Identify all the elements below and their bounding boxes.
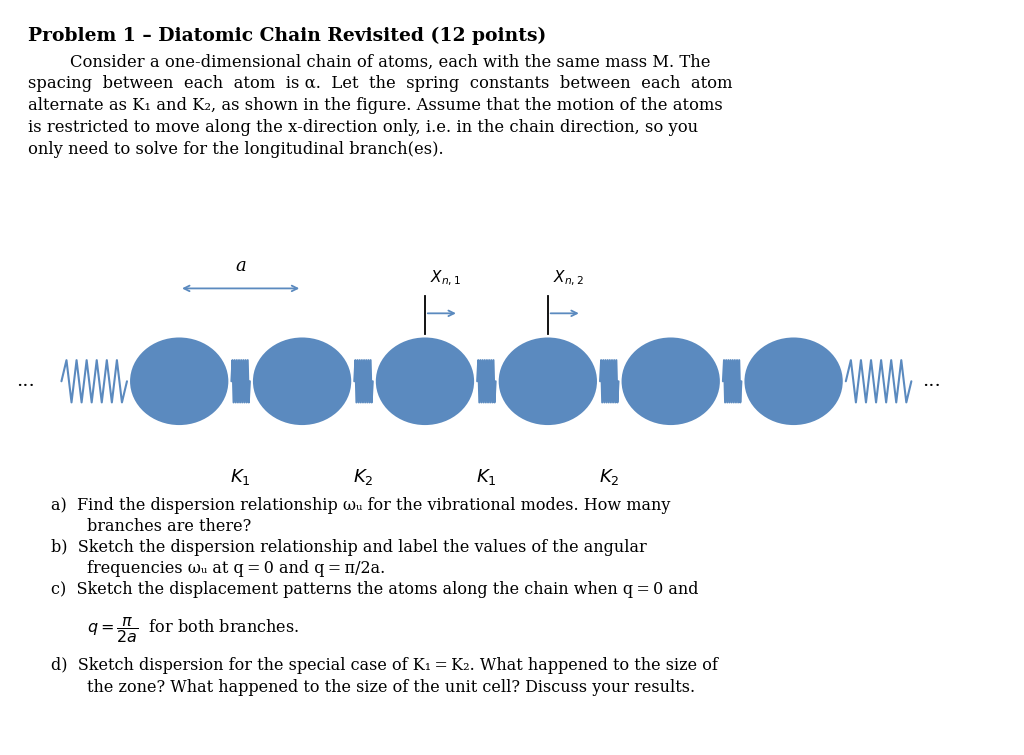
Text: ...: ... — [923, 372, 941, 390]
Text: frequencies ωᵤ at q = 0 and q = π/2a.: frequencies ωᵤ at q = 0 and q = π/2a. — [87, 560, 385, 578]
Text: c)  Sketch the displacement patterns the atoms along the chain when q = 0 and: c) Sketch the displacement patterns the … — [51, 581, 698, 599]
Text: alternate as K₁ and K₂, as shown in the figure. Assume that the motion of the at: alternate as K₁ and K₂, as shown in the … — [28, 97, 722, 115]
Text: a)  Find the dispersion relationship ωᵤ for the vibrational modes. How many: a) Find the dispersion relationship ωᵤ f… — [51, 497, 671, 514]
Text: ...: ... — [16, 372, 35, 390]
Text: $K_2$: $K_2$ — [599, 467, 620, 486]
Text: $X_{n,2}$: $X_{n,2}$ — [553, 269, 584, 288]
Text: $q = \dfrac{\pi}{2a}$  for both branches.: $q = \dfrac{\pi}{2a}$ for both branches. — [87, 615, 299, 646]
Text: Consider a one-dimensional chain of atoms, each with the same mass M. The: Consider a one-dimensional chain of atom… — [28, 54, 711, 71]
Text: only need to solve for the longitudinal branch(es).: only need to solve for the longitudinal … — [28, 141, 443, 159]
Ellipse shape — [376, 337, 474, 425]
Text: d)  Sketch dispersion for the special case of K₁ = K₂. What happened to the size: d) Sketch dispersion for the special cas… — [51, 657, 718, 674]
Ellipse shape — [744, 337, 843, 425]
Text: is restricted to move along the x-direction only, i.e. in the chain direction, s: is restricted to move along the x-direct… — [28, 119, 697, 137]
Text: spacing  between  each  atom  is α.  Let  the  spring  constants  between  each : spacing between each atom is α. Let the … — [28, 76, 732, 93]
Text: a: a — [236, 257, 246, 275]
Ellipse shape — [253, 337, 351, 425]
Ellipse shape — [622, 337, 720, 425]
Ellipse shape — [130, 337, 228, 425]
Text: branches are there?: branches are there? — [87, 518, 251, 535]
Text: $K_1$: $K_1$ — [230, 467, 251, 486]
Text: Problem 1 – Diatomic Chain Revisited (12 points): Problem 1 – Diatomic Chain Revisited (12… — [28, 26, 546, 45]
Text: $X_{n,1}$: $X_{n,1}$ — [430, 269, 461, 288]
Text: $K_1$: $K_1$ — [476, 467, 497, 486]
Text: the zone? What happened to the size of the unit cell? Discuss your results.: the zone? What happened to the size of t… — [87, 680, 695, 697]
Text: b)  Sketch the dispersion relationship and label the values of the angular: b) Sketch the dispersion relationship an… — [51, 539, 647, 556]
Text: $K_2$: $K_2$ — [353, 467, 374, 486]
Ellipse shape — [499, 337, 597, 425]
